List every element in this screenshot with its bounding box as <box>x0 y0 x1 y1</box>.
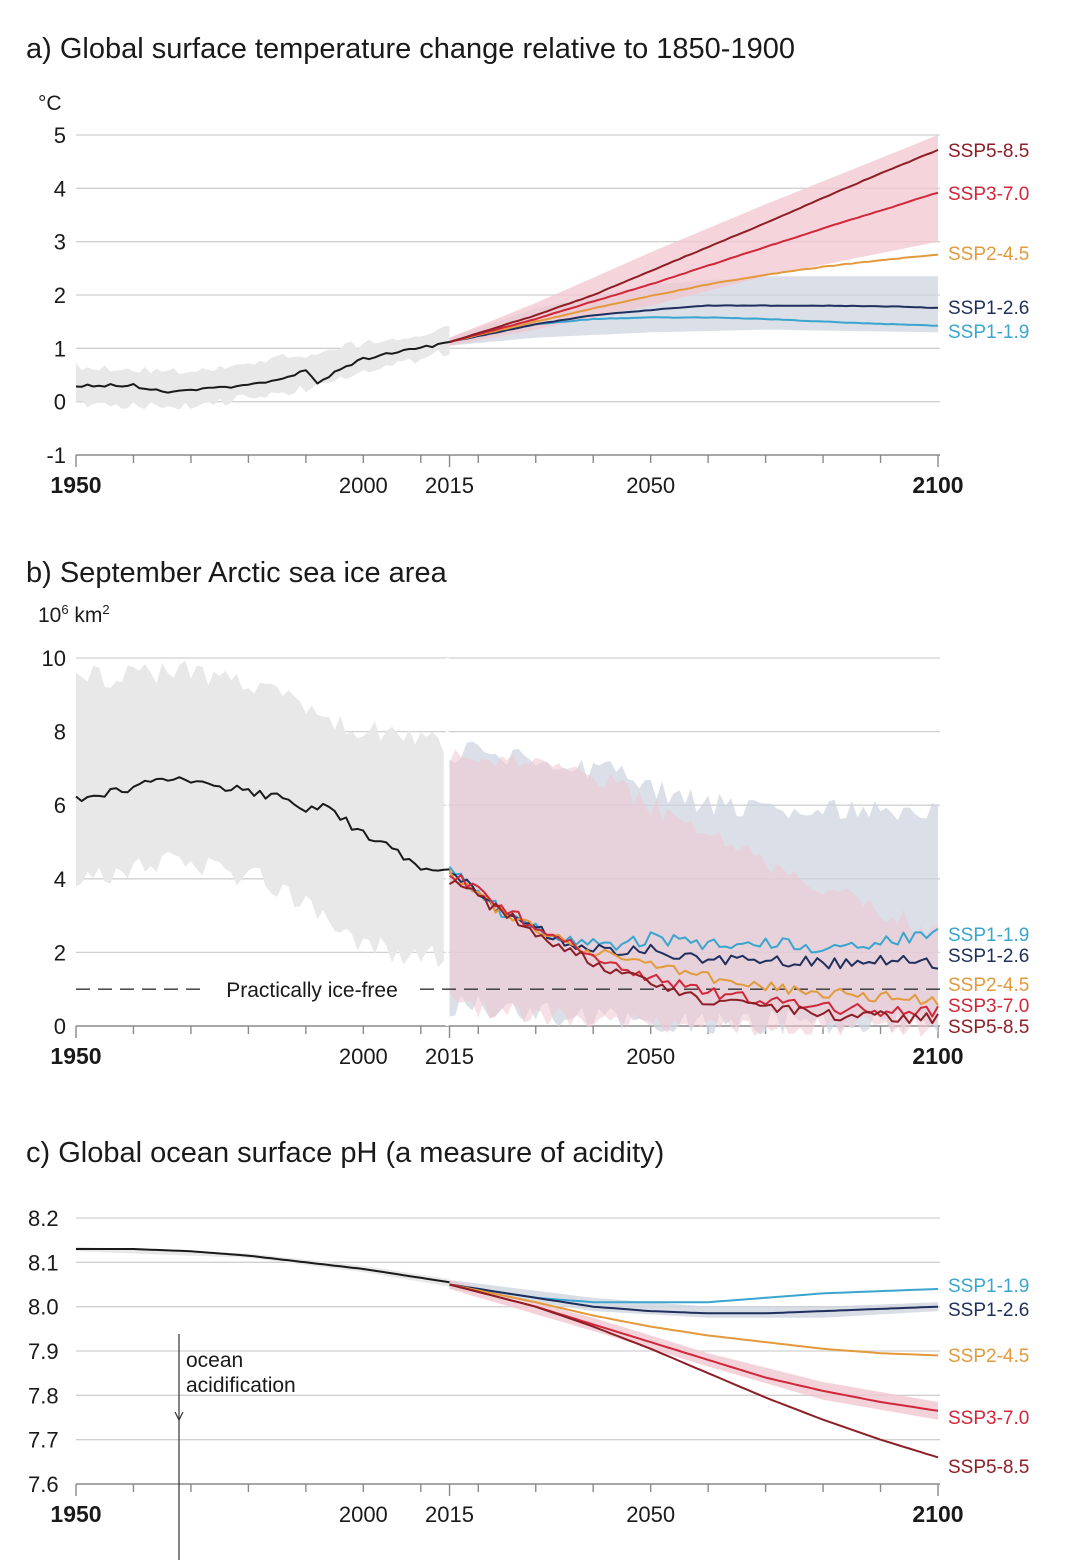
panel-a-ytick-label: 0 <box>54 390 66 415</box>
panel-a-title: a) Global surface temperature change rel… <box>26 33 795 65</box>
panel-a-series-SSP3-7.0 <box>449 191 939 343</box>
panel-c-title: c) Global ocean surface pH (a measure of… <box>26 1137 664 1169</box>
panel-b-xtick-label: 1950 <box>50 1043 101 1069</box>
panel-b-ytick-label: 6 <box>54 793 66 818</box>
panel-b-xtick-label: 2100 <box>912 1043 963 1069</box>
panel-b-series-SSP1-1.9 <box>448 866 939 954</box>
panel-a-series-SSP5-8.5 <box>449 148 939 344</box>
panel-a-label-SSP1-2.6: SSP1-2.6 <box>948 298 1029 319</box>
panel-a-band-historical <box>76 325 450 410</box>
panel-a-plot: 5 4 3 2 1 0 -1 1950 2000 2015 2050 2100 SSP5-8.5 SSP3… <box>46 123 1029 498</box>
panel-a-ytick-label: -1 <box>46 443 66 468</box>
panel-a-band-SSP1-2.6 <box>449 276 938 346</box>
panel-b-label-SSP1-2.6: SSP1-2.6 <box>948 946 1029 967</box>
panel-a-xtick-label: 2015 <box>425 473 474 498</box>
panel-c-band-historical <box>76 1246 450 1287</box>
panel-a-unit: °C <box>38 92 62 115</box>
panel-c-plot: 8.2 8.1 8.0 7.9 7.8 7.7 7.6 1950 2000 2015 2050 210… <box>28 1206 1029 1560</box>
panel-a-ytick-label: 1 <box>54 336 66 361</box>
panel-a-series-SSP1-2.6 <box>449 304 939 344</box>
panel-c-xtick-label: 1950 <box>50 1501 101 1527</box>
panel-c-ytick-label: 8.1 <box>28 1250 59 1275</box>
panel-b-series-historical <box>75 776 450 872</box>
panel-c-label-SSP1-1.9: SSP1-1.9 <box>948 1276 1029 1297</box>
panel-c-annotation-line2: acidification <box>186 1374 296 1397</box>
panel-a-xtick-label: 1950 <box>50 472 101 498</box>
panel-a-label-SSP2-4.5: SSP2-4.5 <box>948 244 1029 265</box>
panel-c-series-historical <box>76 1248 450 1284</box>
panel-c-xtick-label: 2000 <box>339 1502 388 1527</box>
panel-b-xtick-label: 2050 <box>626 1044 675 1069</box>
panel-b-ytick-label: 8 <box>54 720 66 745</box>
panel-c-xtick-label: 2015 <box>425 1502 474 1527</box>
panel-b-series-SSP3-7.0 <box>448 874 939 1018</box>
panel-b-xtick-label: 2000 <box>339 1044 388 1069</box>
panel-b-ytick-label: 4 <box>54 867 66 892</box>
panel-b-xtick-label: 2015 <box>425 1044 474 1069</box>
panel-c-label-SSP5-8.5: SSP5-8.5 <box>948 1457 1029 1478</box>
panel-c-ytick-label: 7.9 <box>28 1339 59 1364</box>
panel-b-ytick-label: 2 <box>54 940 66 965</box>
panel-b-ytick-label: 10 <box>42 646 66 671</box>
panel-c-ytick-label: 8.0 <box>28 1295 59 1320</box>
panel-a-ytick-label: 2 <box>54 283 66 308</box>
panel-c-label-SSP3-7.0: SSP3-7.0 <box>948 1408 1029 1429</box>
panel-c-label-SSP1-2.6: SSP1-2.6 <box>948 1300 1029 1321</box>
panel-b-band-SSP3-7.0 <box>449 749 938 1037</box>
panel-b-label-SSP5-8.5: SSP5-8.5 <box>948 1017 1029 1038</box>
panel-c-arrow-head <box>174 1411 184 1422</box>
panel-b-unit: 106 km2 <box>38 602 110 627</box>
panel-a-label-SSP1-1.9: SSP1-1.9 <box>948 322 1029 343</box>
panel-a-ytick-label: 5 <box>54 123 66 148</box>
panel-c-series-SSP1-2.6 <box>449 1283 939 1315</box>
panel-c-xtick-label: 2100 <box>912 1501 963 1527</box>
panel-c-xtick-label: 2050 <box>626 1502 675 1527</box>
panel-b-ytick-label: 0 <box>54 1014 66 1039</box>
panel-a-band-SSP3-7.0 <box>449 135 938 346</box>
panel-a-xtick-label: 2050 <box>626 473 675 498</box>
panel-b-threshold-label: Practically ice-free <box>226 979 398 1002</box>
panel-c-series-SSP2-4.5 <box>449 1283 939 1357</box>
panel-b-series-SSP2-4.5 <box>448 869 939 1006</box>
panel-a-label-SSP5-8.5: SSP5-8.5 <box>948 141 1029 162</box>
panel-b-label-SSP3-7.0: SSP3-7.0 <box>948 996 1029 1017</box>
panel-c-ytick-label: 7.6 <box>28 1472 59 1497</box>
panel-a-xtick-label: 2100 <box>912 472 963 498</box>
panel-c-label-SSP2-4.5: SSP2-4.5 <box>948 1346 1029 1367</box>
panel-a-xtick-label: 2000 <box>339 473 388 498</box>
panel-b-plot: 10 8 6 4 2 0 1950 2000 2015 2050 2100 Practically i… <box>42 646 1030 1069</box>
panel-a-series-SSP2-4.5 <box>449 253 939 343</box>
panel-c-band-SSP1-2.6 <box>449 1280 938 1318</box>
panel-b-series-SSP5-8.5 <box>448 879 939 1025</box>
panel-b-band-historical <box>76 660 444 968</box>
panel-b-label-SSP1-1.9: SSP1-1.9 <box>948 925 1029 946</box>
panel-a-ytick-label: 4 <box>54 176 66 201</box>
panel-c-ytick-label: 8.2 <box>28 1206 59 1231</box>
panel-b-label-SSP2-4.5: SSP2-4.5 <box>948 975 1029 996</box>
panel-c-annotation-line1: ocean <box>186 1349 243 1372</box>
panel-c-ytick-label: 7.7 <box>28 1428 59 1453</box>
panel-c-band-SSP3-7.0 <box>449 1280 938 1420</box>
panel-a-series-historical <box>75 341 450 394</box>
panel-a-label-SSP3-7.0: SSP3-7.0 <box>948 184 1029 205</box>
panel-b-title: b) September Arctic sea ice area <box>26 557 448 589</box>
panel-c-series-SSP5-8.5 <box>449 1283 939 1459</box>
panel-a-ytick-label: 3 <box>54 230 66 255</box>
panel-c-ytick-label: 7.8 <box>28 1383 59 1408</box>
